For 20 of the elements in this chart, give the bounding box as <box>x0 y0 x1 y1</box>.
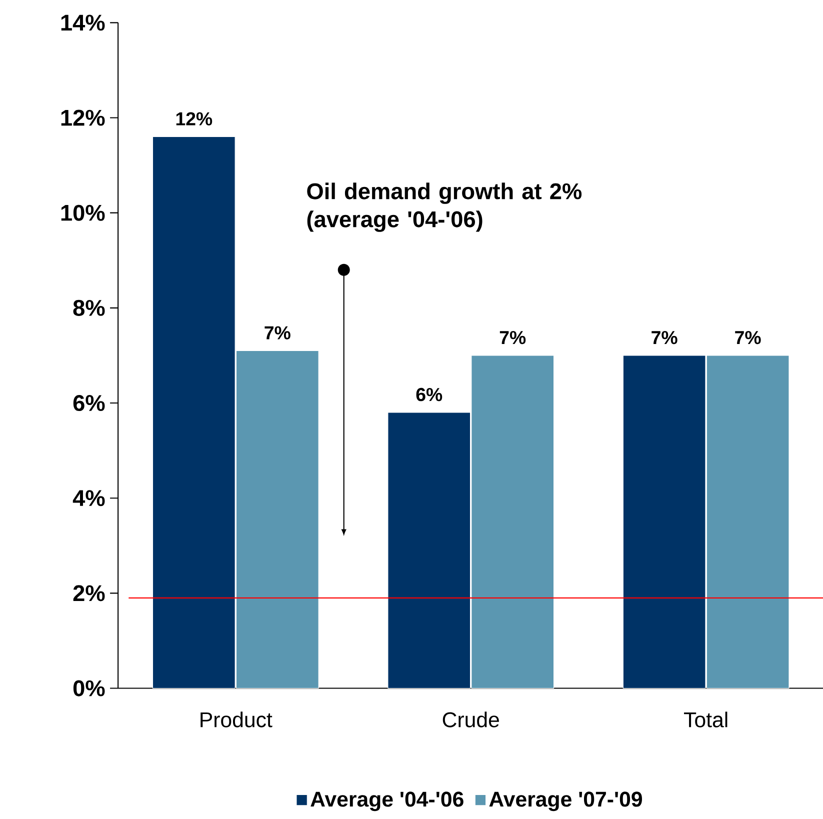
x-tick-label: Product <box>200 712 272 728</box>
annotation: Oil demand growth at 2% (average '04-'06) <box>307 182 582 232</box>
x-tick-label: Total <box>684 712 728 728</box>
data-label: 6% <box>416 388 442 402</box>
x-tick-label: Crude <box>442 712 499 728</box>
y-tick-label: 0% <box>73 680 105 696</box>
legend-label: Average '07-'09 <box>489 792 642 812</box>
y-tick-label: 10% <box>61 204 105 221</box>
data-label: 12% <box>176 112 212 126</box>
data-label: 7% <box>264 326 290 340</box>
data-label: 7% <box>500 330 526 344</box>
y-tick-label: 12% <box>61 110 105 126</box>
data-label: 7% <box>652 330 678 344</box>
y-tick-label: 4% <box>72 490 105 506</box>
y-tick-label: 2% <box>73 585 105 602</box>
y-tick-label: 14% <box>61 14 105 31</box>
y-tick-label: 8% <box>73 300 105 316</box>
y-tick-label: 6% <box>73 394 105 412</box>
legend-label: Average '04-'06 <box>310 792 464 812</box>
data-label: 7% <box>735 330 761 344</box>
